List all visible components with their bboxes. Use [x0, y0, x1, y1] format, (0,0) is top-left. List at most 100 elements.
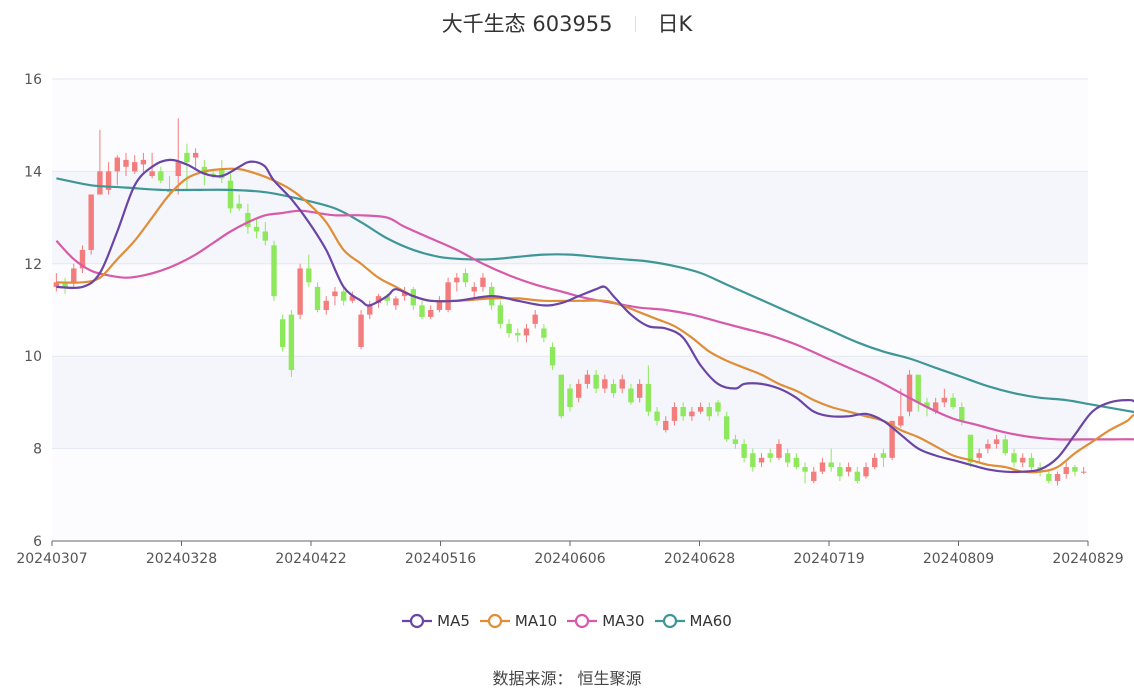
candle-body [140, 159, 147, 165]
candle-body [297, 268, 303, 315]
candle [784, 448, 791, 468]
candle [767, 448, 773, 463]
candle [288, 310, 295, 377]
candle [724, 411, 730, 442]
candle-body [454, 277, 460, 283]
candle-body [97, 171, 103, 195]
candle [636, 379, 643, 403]
legend-item-ma5[interactable]: MA5 [402, 612, 470, 630]
candle-body [132, 162, 138, 172]
ma60-line [56, 177, 1134, 414]
candle [558, 374, 564, 419]
candle-body [602, 379, 608, 389]
y-tick-label: 10 [24, 349, 42, 365]
candle-body [680, 407, 686, 417]
ma-lines [55, 158, 1134, 474]
legend-item-ma10[interactable]: MA10 [479, 612, 557, 630]
candle [140, 152, 147, 174]
y-tick-label: 6 [33, 534, 42, 550]
legend-label: MA60 [689, 612, 732, 630]
candle-body [1002, 439, 1008, 454]
x-tick-label: 20240516 [405, 551, 476, 567]
candle [584, 370, 591, 389]
candle-body [1046, 474, 1052, 481]
candle [732, 434, 739, 449]
stock-title: 大千生态 603955 [441, 12, 613, 36]
candle-body [236, 203, 242, 209]
candle-body [906, 374, 913, 412]
candle-body [515, 333, 521, 336]
candle-body [732, 439, 739, 444]
candle-body [976, 453, 982, 458]
candle-body [532, 314, 538, 324]
candle [602, 374, 608, 394]
candle-body [1072, 467, 1078, 472]
candle [332, 286, 338, 306]
candle [1054, 471, 1061, 486]
x-tick-label: 20240606 [534, 551, 605, 567]
candle [227, 173, 234, 213]
candle-body [71, 268, 77, 283]
candle-body [1028, 457, 1035, 468]
candle-body [697, 407, 704, 412]
candle [993, 434, 1000, 449]
candle [758, 453, 765, 468]
axes: 6 8 10 12 14 16 20240307 20240328 20240422 202405… [16, 72, 1123, 567]
candle [523, 323, 530, 343]
x-tick-label: 20240719 [793, 551, 864, 567]
candle [297, 263, 303, 320]
candle-body [932, 402, 939, 412]
candle-body [567, 388, 573, 408]
legend-item-ma30[interactable]: MA30 [567, 612, 645, 630]
legend: MA5 MA10 MA30 MA60 [0, 612, 1134, 633]
candlestick-chart: 6 8 10 12 14 16 20240307 20240328 20240422 202405… [16, 72, 1134, 567]
candle-body [375, 296, 382, 304]
candle [97, 129, 103, 195]
x-tick-label: 20240809 [923, 551, 994, 567]
candle-body [175, 162, 181, 177]
candle [53, 273, 60, 292]
legend-marker-icon [479, 613, 510, 629]
candle [967, 434, 974, 468]
candle [454, 273, 460, 292]
candle-body [523, 328, 530, 336]
candle [349, 291, 356, 304]
candle [576, 379, 582, 403]
candle-body [628, 388, 634, 403]
candle-body [950, 397, 956, 408]
candle-body [401, 291, 408, 297]
candle-body [288, 314, 295, 371]
ma10-line [56, 167, 1134, 474]
legend-marker-icon [567, 613, 598, 629]
candle-body [889, 420, 895, 458]
candle [462, 268, 469, 287]
candle-body [227, 180, 234, 209]
candle-body [663, 420, 669, 431]
candle-body [53, 282, 60, 287]
candle-body [471, 286, 477, 292]
candle [811, 467, 817, 484]
candle-body [1063, 467, 1069, 475]
candle-body [802, 467, 808, 472]
candle-body [1020, 457, 1026, 463]
legend-item-ma60[interactable]: MA60 [654, 612, 732, 630]
candle [158, 166, 164, 183]
candle [306, 254, 312, 287]
candle [175, 118, 181, 195]
candle-body [584, 374, 591, 384]
candle [367, 300, 373, 320]
candle-body [393, 298, 399, 306]
candle-body [880, 453, 887, 458]
candle [872, 453, 878, 470]
data-source: 数据来源： 恒生聚源 [492, 669, 642, 688]
candle [689, 407, 695, 421]
candle-body [767, 453, 773, 458]
candle [950, 393, 956, 410]
y-tick-label: 16 [24, 72, 42, 88]
candle [393, 296, 399, 310]
candle [680, 402, 686, 421]
x-tick-label: 20240328 [146, 551, 217, 567]
candle-body [480, 277, 486, 287]
candle-body [610, 383, 617, 394]
candle [828, 448, 834, 472]
